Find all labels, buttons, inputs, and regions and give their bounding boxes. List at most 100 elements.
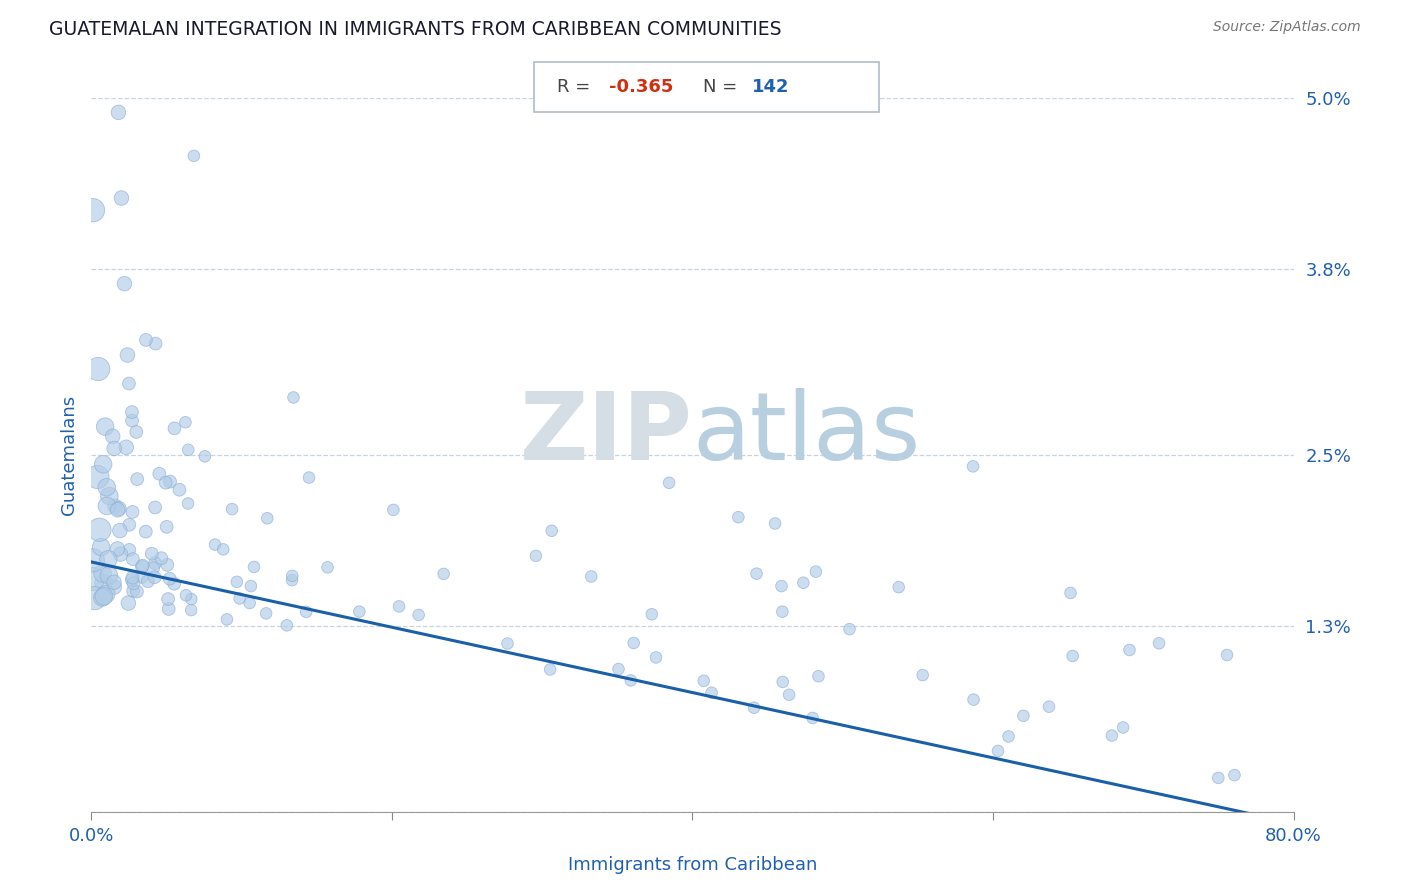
Point [114,277,136,291]
Point [125,584,148,599]
Point [155,475,177,490]
Point [163,576,186,591]
Point [122,552,145,566]
Point [540,524,562,538]
Point [180,592,202,607]
Point [121,571,143,585]
Point [93,589,115,603]
Point [94,419,117,434]
Point [770,579,793,593]
Point [103,575,125,590]
Point [645,650,668,665]
Point [1216,648,1239,662]
Point [159,475,181,489]
Point [96,499,118,513]
Point [212,542,235,557]
Point [169,483,191,497]
Point [801,711,824,725]
Point [607,662,630,676]
Point [104,500,127,514]
Point [433,566,456,581]
Point [156,520,179,534]
Point [93,576,115,591]
Point [122,584,145,599]
Point [82,203,104,218]
Y-axis label: Guatemalans: Guatemalans [59,395,77,515]
Point [131,559,153,574]
Point [225,574,247,589]
Point [135,524,157,539]
Point [496,636,519,650]
Point [122,576,145,591]
Point [117,348,139,362]
Point [807,669,830,683]
Point [239,596,262,610]
Point [86,470,108,484]
Point [770,605,793,619]
Point [163,421,186,435]
Point [96,587,118,601]
Point [143,556,166,570]
Point [298,470,321,484]
Point [1062,648,1084,663]
Point [108,501,131,516]
Point [180,603,202,617]
Text: atlas: atlas [692,387,921,480]
Point [83,591,105,606]
Point [107,503,129,517]
Point [89,523,111,537]
Point [215,612,238,626]
Point [276,618,298,632]
Point [97,552,120,566]
Text: R =: R = [557,78,596,96]
Point [349,605,371,619]
Point [103,580,125,594]
Point [136,574,159,589]
Point [177,442,200,457]
Point [97,568,120,582]
Point [382,503,405,517]
Point [962,459,984,474]
Point [1038,699,1060,714]
Point [145,336,167,351]
Point [693,673,716,688]
Point [641,607,664,622]
Point [524,549,547,563]
Point [118,376,141,391]
Point [1223,768,1246,782]
Point [804,565,827,579]
Point [108,524,131,538]
Point [228,591,250,606]
Point [110,191,132,205]
Text: ZIP: ZIP [520,387,692,480]
Point [911,668,934,682]
Point [150,551,173,566]
Point [157,602,180,616]
Point [177,496,200,510]
Point [91,566,114,581]
Point [98,489,121,503]
Point [82,553,104,567]
Point [256,511,278,525]
Point [135,333,157,347]
Text: -0.365: -0.365 [609,78,673,96]
Point [1012,709,1035,723]
Text: GUATEMALAN INTEGRATION IN IMMIGRANTS FROM CARIBBEAN COMMUNITIES: GUATEMALAN INTEGRATION IN IMMIGRANTS FRO… [49,20,782,38]
Point [221,502,243,516]
Point [1118,643,1140,657]
Point [997,730,1019,744]
Point [1059,586,1081,600]
Point [1112,721,1135,735]
Point [121,573,143,587]
Point [115,440,138,454]
Point [183,149,205,163]
Point [204,538,226,552]
Point [91,591,114,605]
Point [143,500,166,515]
Point [763,516,786,531]
Point [408,607,430,622]
Point [243,560,266,574]
Point [1147,636,1170,650]
Point [159,572,181,586]
Point [987,744,1010,758]
